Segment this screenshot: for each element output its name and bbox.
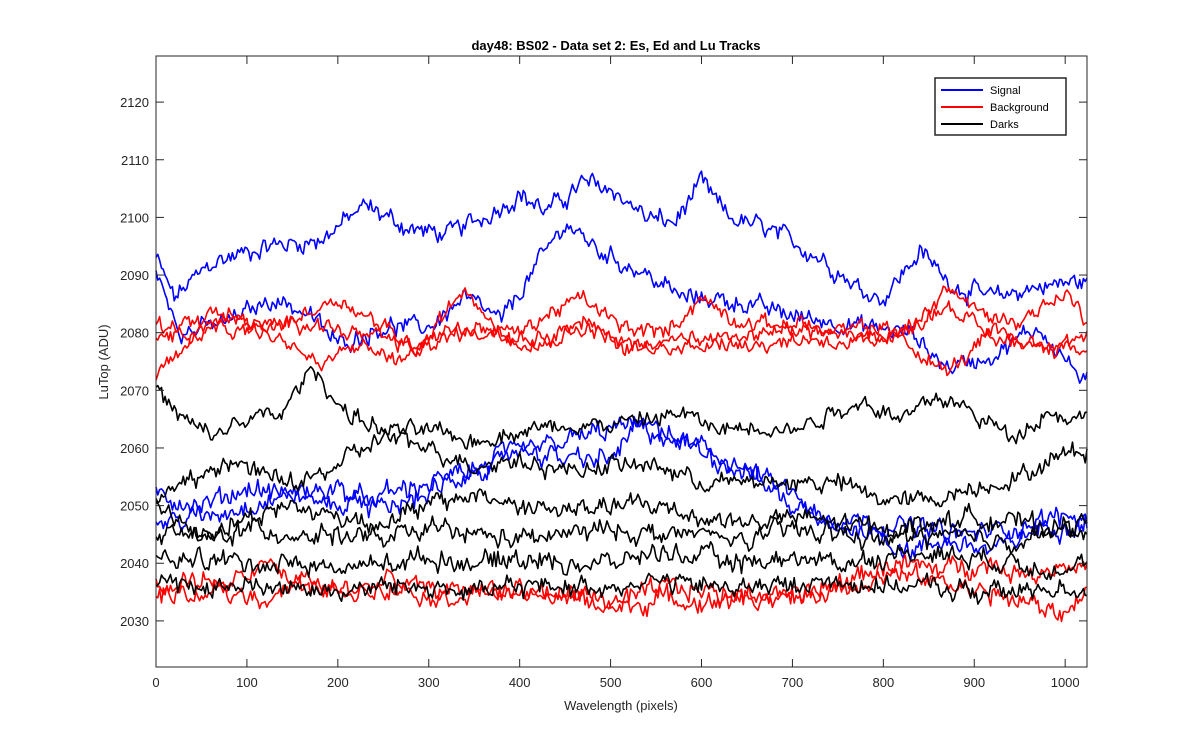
series-line-darks-11 bbox=[155, 488, 1088, 541]
y-tick-label: 2110 bbox=[121, 153, 149, 168]
y-tick-label: 2030 bbox=[120, 614, 149, 629]
y-axis: 2030 2040 2050 2060 2070 2080 2090 2100 2110 2120 bbox=[120, 95, 1087, 629]
series-line-background-5 bbox=[155, 287, 1088, 357]
series-line-background-4 bbox=[155, 285, 1088, 351]
y-tick-label: 2040 bbox=[120, 556, 149, 571]
series-line-signal-1 bbox=[155, 223, 1088, 384]
x-tick-label: 300 bbox=[418, 675, 440, 690]
series-line-darks-12 bbox=[155, 515, 1088, 554]
y-tick-label: 2060 bbox=[120, 441, 149, 456]
y-tick-label: 2120 bbox=[120, 95, 149, 110]
y-tick-label: 2090 bbox=[120, 268, 149, 283]
series-line-signal-2 bbox=[155, 416, 1088, 561]
x-tick-label: 1000 bbox=[1051, 675, 1080, 690]
x-tick-label: 900 bbox=[963, 675, 985, 690]
series-line-background-8 bbox=[155, 554, 1088, 618]
y-tick-label: 2080 bbox=[120, 326, 149, 341]
x-axis: 0 100 200 300 400 500 600 700 800 900 1000 bbox=[152, 56, 1080, 690]
legend: Signal Background Darks bbox=[934, 77, 1067, 136]
x-tick-label: 500 bbox=[600, 675, 622, 690]
plot-area-frame bbox=[155, 55, 1088, 668]
legend-label-signal: Signal bbox=[990, 85, 1021, 97]
series-line-darks-9 bbox=[155, 365, 1087, 450]
x-tick-label: 600 bbox=[691, 675, 713, 690]
chart-title: day48: BS02 - Data set 2: Es, Ed and Lu … bbox=[471, 38, 760, 53]
y-tick-label: 2070 bbox=[120, 383, 149, 398]
legend-label-background: Background bbox=[990, 102, 1049, 114]
series-line-background-6 bbox=[155, 306, 1088, 381]
series-line-darks-14 bbox=[155, 572, 1088, 605]
legend-label-darks: Darks bbox=[990, 119, 1019, 131]
series-line-darks-10 bbox=[155, 427, 1088, 508]
y-tick-label: 2050 bbox=[120, 499, 149, 514]
x-tick-label: 200 bbox=[327, 675, 349, 690]
series-line-signal-3 bbox=[155, 417, 1088, 543]
x-tick-label: 400 bbox=[509, 675, 531, 690]
y-axis-label: LuTop (ADU) bbox=[96, 324, 111, 399]
x-tick-label: 0 bbox=[152, 675, 159, 690]
plot-series bbox=[155, 170, 1088, 623]
series-line-darks-13 bbox=[155, 541, 1088, 581]
y-tick-label: 2100 bbox=[120, 210, 149, 225]
x-tick-label: 800 bbox=[872, 675, 894, 690]
x-tick-label: 100 bbox=[236, 675, 258, 690]
x-tick-label: 700 bbox=[782, 675, 804, 690]
x-axis-label: Wavelength (pixels) bbox=[564, 698, 678, 713]
series-line-signal-0 bbox=[155, 170, 1088, 307]
